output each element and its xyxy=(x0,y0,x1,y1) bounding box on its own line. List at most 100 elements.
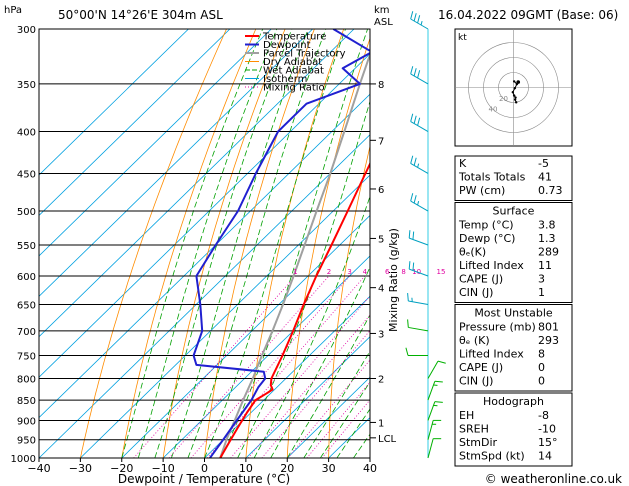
wind-barb-feather xyxy=(407,293,409,302)
index-value: 15° xyxy=(538,436,558,449)
height-tick-label: 2 xyxy=(378,374,384,385)
isotherm-line xyxy=(39,29,355,338)
indices-table: K -5 Totals Totals 41 PW (cm) 0.73SurfaceTemp… xyxy=(454,155,573,467)
pressure-tick-label: 950 xyxy=(17,436,36,447)
pressure-tick-label: 750 xyxy=(17,351,36,362)
index-label: StmDir xyxy=(459,436,498,449)
height-tick-label: 6 xyxy=(378,185,384,196)
wind-barb-shaft xyxy=(427,381,436,401)
index-label: CIN (J) xyxy=(459,375,493,388)
index-value: 289 xyxy=(538,246,559,259)
wind-barb-shaft xyxy=(408,300,429,305)
pressure-tick-label: 550 xyxy=(17,241,36,252)
temperature-tick-label: −20 xyxy=(110,462,133,475)
mixing-ratio-axis-label: Mixing Ratio (g/kg) xyxy=(387,228,400,332)
index-value: 0.73 xyxy=(538,184,563,197)
index-value: 41 xyxy=(538,171,552,184)
pressure-tick-label: 600 xyxy=(17,272,36,283)
temperature-axis: −40 −30 −20 −10 0 10 20 30 40 xyxy=(27,458,377,475)
parcel-trajectory-line xyxy=(219,51,370,458)
index-value: 1.3 xyxy=(538,232,556,245)
pressure-tick-label: 800 xyxy=(17,374,36,385)
temperature-tick-label: 10 xyxy=(239,462,253,475)
index-label: SREH xyxy=(459,423,489,436)
pressure-tick-label: 450 xyxy=(17,169,36,180)
index-value: 293 xyxy=(538,334,559,347)
mixing-ratio-labels: 12346810152025 xyxy=(293,268,477,276)
temperature-tick-label: 20 xyxy=(280,462,294,475)
wind-barb-feather xyxy=(408,261,411,270)
temperature-tick-label: −30 xyxy=(69,462,92,475)
hodograph-point xyxy=(512,80,516,83)
height-tick-label: 3 xyxy=(378,329,384,340)
index-label: θₑ(K) xyxy=(459,246,486,259)
wet-adiabat-line xyxy=(121,29,264,458)
index-label: Lifted Index xyxy=(459,259,524,272)
wind-barb-feather xyxy=(408,230,411,239)
pressure-tick-label: 400 xyxy=(17,128,36,139)
index-value: 0 xyxy=(538,375,545,388)
wind-barb-feather xyxy=(405,347,409,356)
hodograph-ring-label: 40 xyxy=(489,106,498,114)
pressure-axis: 300 350 400 450 500 550 600 650 700 750 800 850 900 9… xyxy=(11,25,36,465)
index-value: -10 xyxy=(538,423,556,436)
dry-adiabat-line xyxy=(80,29,227,458)
wind-barb-shaft xyxy=(410,73,429,85)
wind-barb-feather xyxy=(410,113,414,122)
wind-barb-feather xyxy=(413,115,417,124)
legend-label: Temperature xyxy=(262,32,326,43)
pressure-tick-label: 650 xyxy=(17,301,36,312)
pressure-tick-label: 850 xyxy=(17,396,36,407)
height-tick-label: 7 xyxy=(378,136,384,147)
hodograph-ring-label: 20 xyxy=(499,95,508,103)
wet-adiabat-line xyxy=(137,29,278,458)
mixing-ratio-label: 2 xyxy=(327,268,331,276)
legend-label: Dewpoint xyxy=(263,40,311,51)
wind-barb-feather xyxy=(434,401,443,403)
indices-box-title: Surface xyxy=(493,205,535,218)
datetime-title: 16.04.2022 09GMT (Base: 06) xyxy=(438,8,618,22)
mixing-ratio-label: 15 xyxy=(437,268,446,276)
pressure-tick-label: 700 xyxy=(17,327,36,338)
indices-box xyxy=(454,304,573,392)
index-label: EH xyxy=(459,409,474,422)
hodograph-point xyxy=(513,98,517,101)
legend-label: Wet Adiabat xyxy=(263,66,324,77)
wind-barb-feather xyxy=(420,21,423,26)
wind-barb-feather xyxy=(417,163,420,168)
temperature-tick-label: 40 xyxy=(363,462,377,475)
km-asl-label: ASL xyxy=(374,17,393,28)
km-unit-label: km xyxy=(374,5,390,16)
pressure-tick-label: 300 xyxy=(17,25,36,36)
wind-barb-feather xyxy=(413,13,417,22)
index-value: 801 xyxy=(538,321,559,334)
wind-barb-shaft xyxy=(427,401,436,421)
index-value: 11 xyxy=(538,259,552,272)
pressure-tick-label: 500 xyxy=(17,207,36,218)
mixing-ratio-label: 4 xyxy=(363,268,368,276)
dewpoint-line xyxy=(192,29,370,458)
height-tick-label: 5 xyxy=(378,234,384,245)
mixing-ratio-label: 6 xyxy=(385,268,390,276)
wind-barb-shaft xyxy=(427,420,434,440)
wind-barbs xyxy=(405,11,446,459)
legend-label: Parcel Trajectory xyxy=(263,49,346,60)
index-label: Dewp (°C) xyxy=(459,232,515,245)
indices-box-title: Hodograph xyxy=(483,395,544,408)
dry-adiabat-line xyxy=(121,29,257,458)
wind-barb-feather xyxy=(407,319,409,328)
mixing-ratio-label: 1 xyxy=(293,268,297,276)
wind-barb-shaft xyxy=(409,268,429,277)
location-title: 50°00'N 14°26'E 304m ASL xyxy=(58,8,223,22)
index-value: 3 xyxy=(538,273,545,286)
mixing-ratio-line xyxy=(287,359,370,458)
wind-barb-feather xyxy=(410,11,414,20)
height-tick-label: 1 xyxy=(378,418,384,429)
wind-barb-feather xyxy=(417,70,421,79)
index-value: 1 xyxy=(538,286,545,299)
isotherm-line xyxy=(39,29,189,176)
wind-barb-feather xyxy=(417,117,421,126)
index-label: PW (cm) xyxy=(459,184,505,197)
